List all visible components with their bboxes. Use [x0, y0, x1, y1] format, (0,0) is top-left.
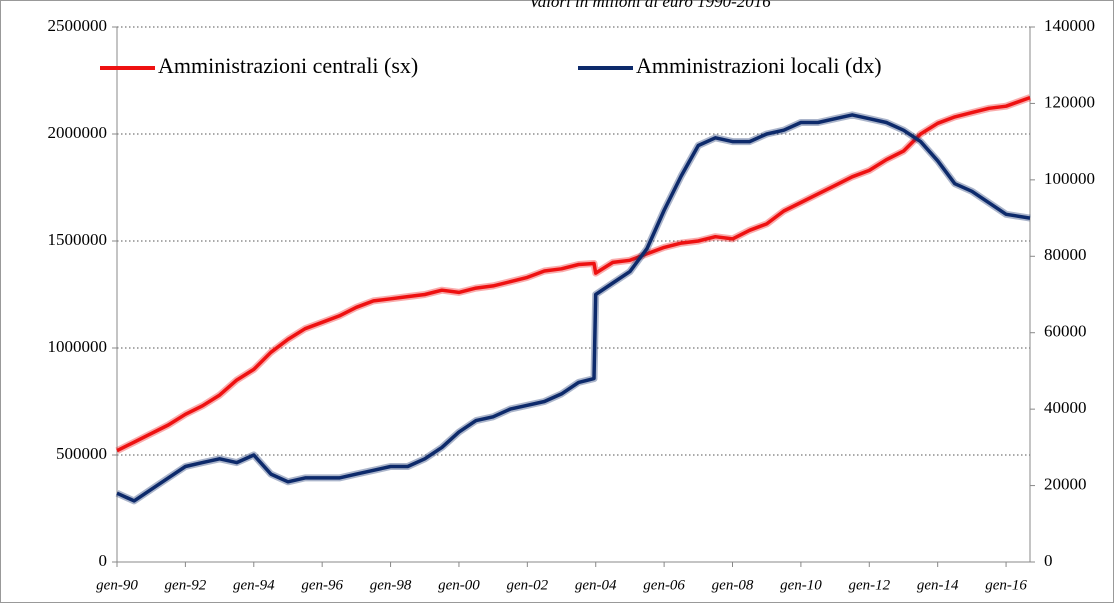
x-tick-label: gen-98	[370, 577, 412, 593]
x-tick-label: gen-04	[575, 577, 617, 593]
series-line	[116, 95, 1031, 453]
x-tick-label: gen-00	[438, 577, 480, 593]
y-tick-label: 1500000	[48, 230, 108, 249]
y2-tick-label: 100000	[1044, 169, 1095, 188]
x-tick-label: gen-90	[96, 577, 138, 593]
y2-tick-label: 0	[1044, 551, 1053, 570]
series-line	[116, 113, 1031, 503]
y2-tick-label: 120000	[1044, 92, 1095, 111]
x-tick-label: gen-06	[643, 577, 685, 593]
x-tick-label: gen-96	[301, 577, 343, 593]
y-tick-label: 0	[99, 551, 108, 570]
x-tick-label: gen-92	[165, 577, 207, 593]
y2-tick-label: 80000	[1044, 245, 1087, 264]
x-tick-label: gen-12	[848, 577, 890, 593]
y-tick-label: 2000000	[48, 123, 108, 142]
x-tick-label: gen-10	[780, 577, 822, 593]
y-tick-label: 1000000	[48, 337, 108, 356]
y2-tick-label: 60000	[1044, 322, 1087, 341]
x-tick-label: gen-02	[507, 577, 549, 593]
legend-label: Amministrazioni locali (dx)	[636, 53, 882, 78]
y-tick-label: 500000	[56, 444, 107, 463]
y2-tick-label: 40000	[1044, 398, 1087, 417]
x-tick-label: gen-08	[712, 577, 754, 593]
y2-tick-label: 140000	[1044, 16, 1095, 35]
y-tick-label: 2500000	[48, 16, 108, 35]
x-tick-label: gen-94	[233, 577, 275, 593]
chart-title: Valori in milioni di euro 1990-2016	[529, 0, 771, 11]
legend-label: Amministrazioni centrali (sx)	[158, 53, 418, 78]
x-tick-label: gen-14	[917, 577, 959, 593]
y2-tick-label: 20000	[1044, 474, 1087, 493]
x-tick-label: gen-16	[985, 577, 1027, 593]
